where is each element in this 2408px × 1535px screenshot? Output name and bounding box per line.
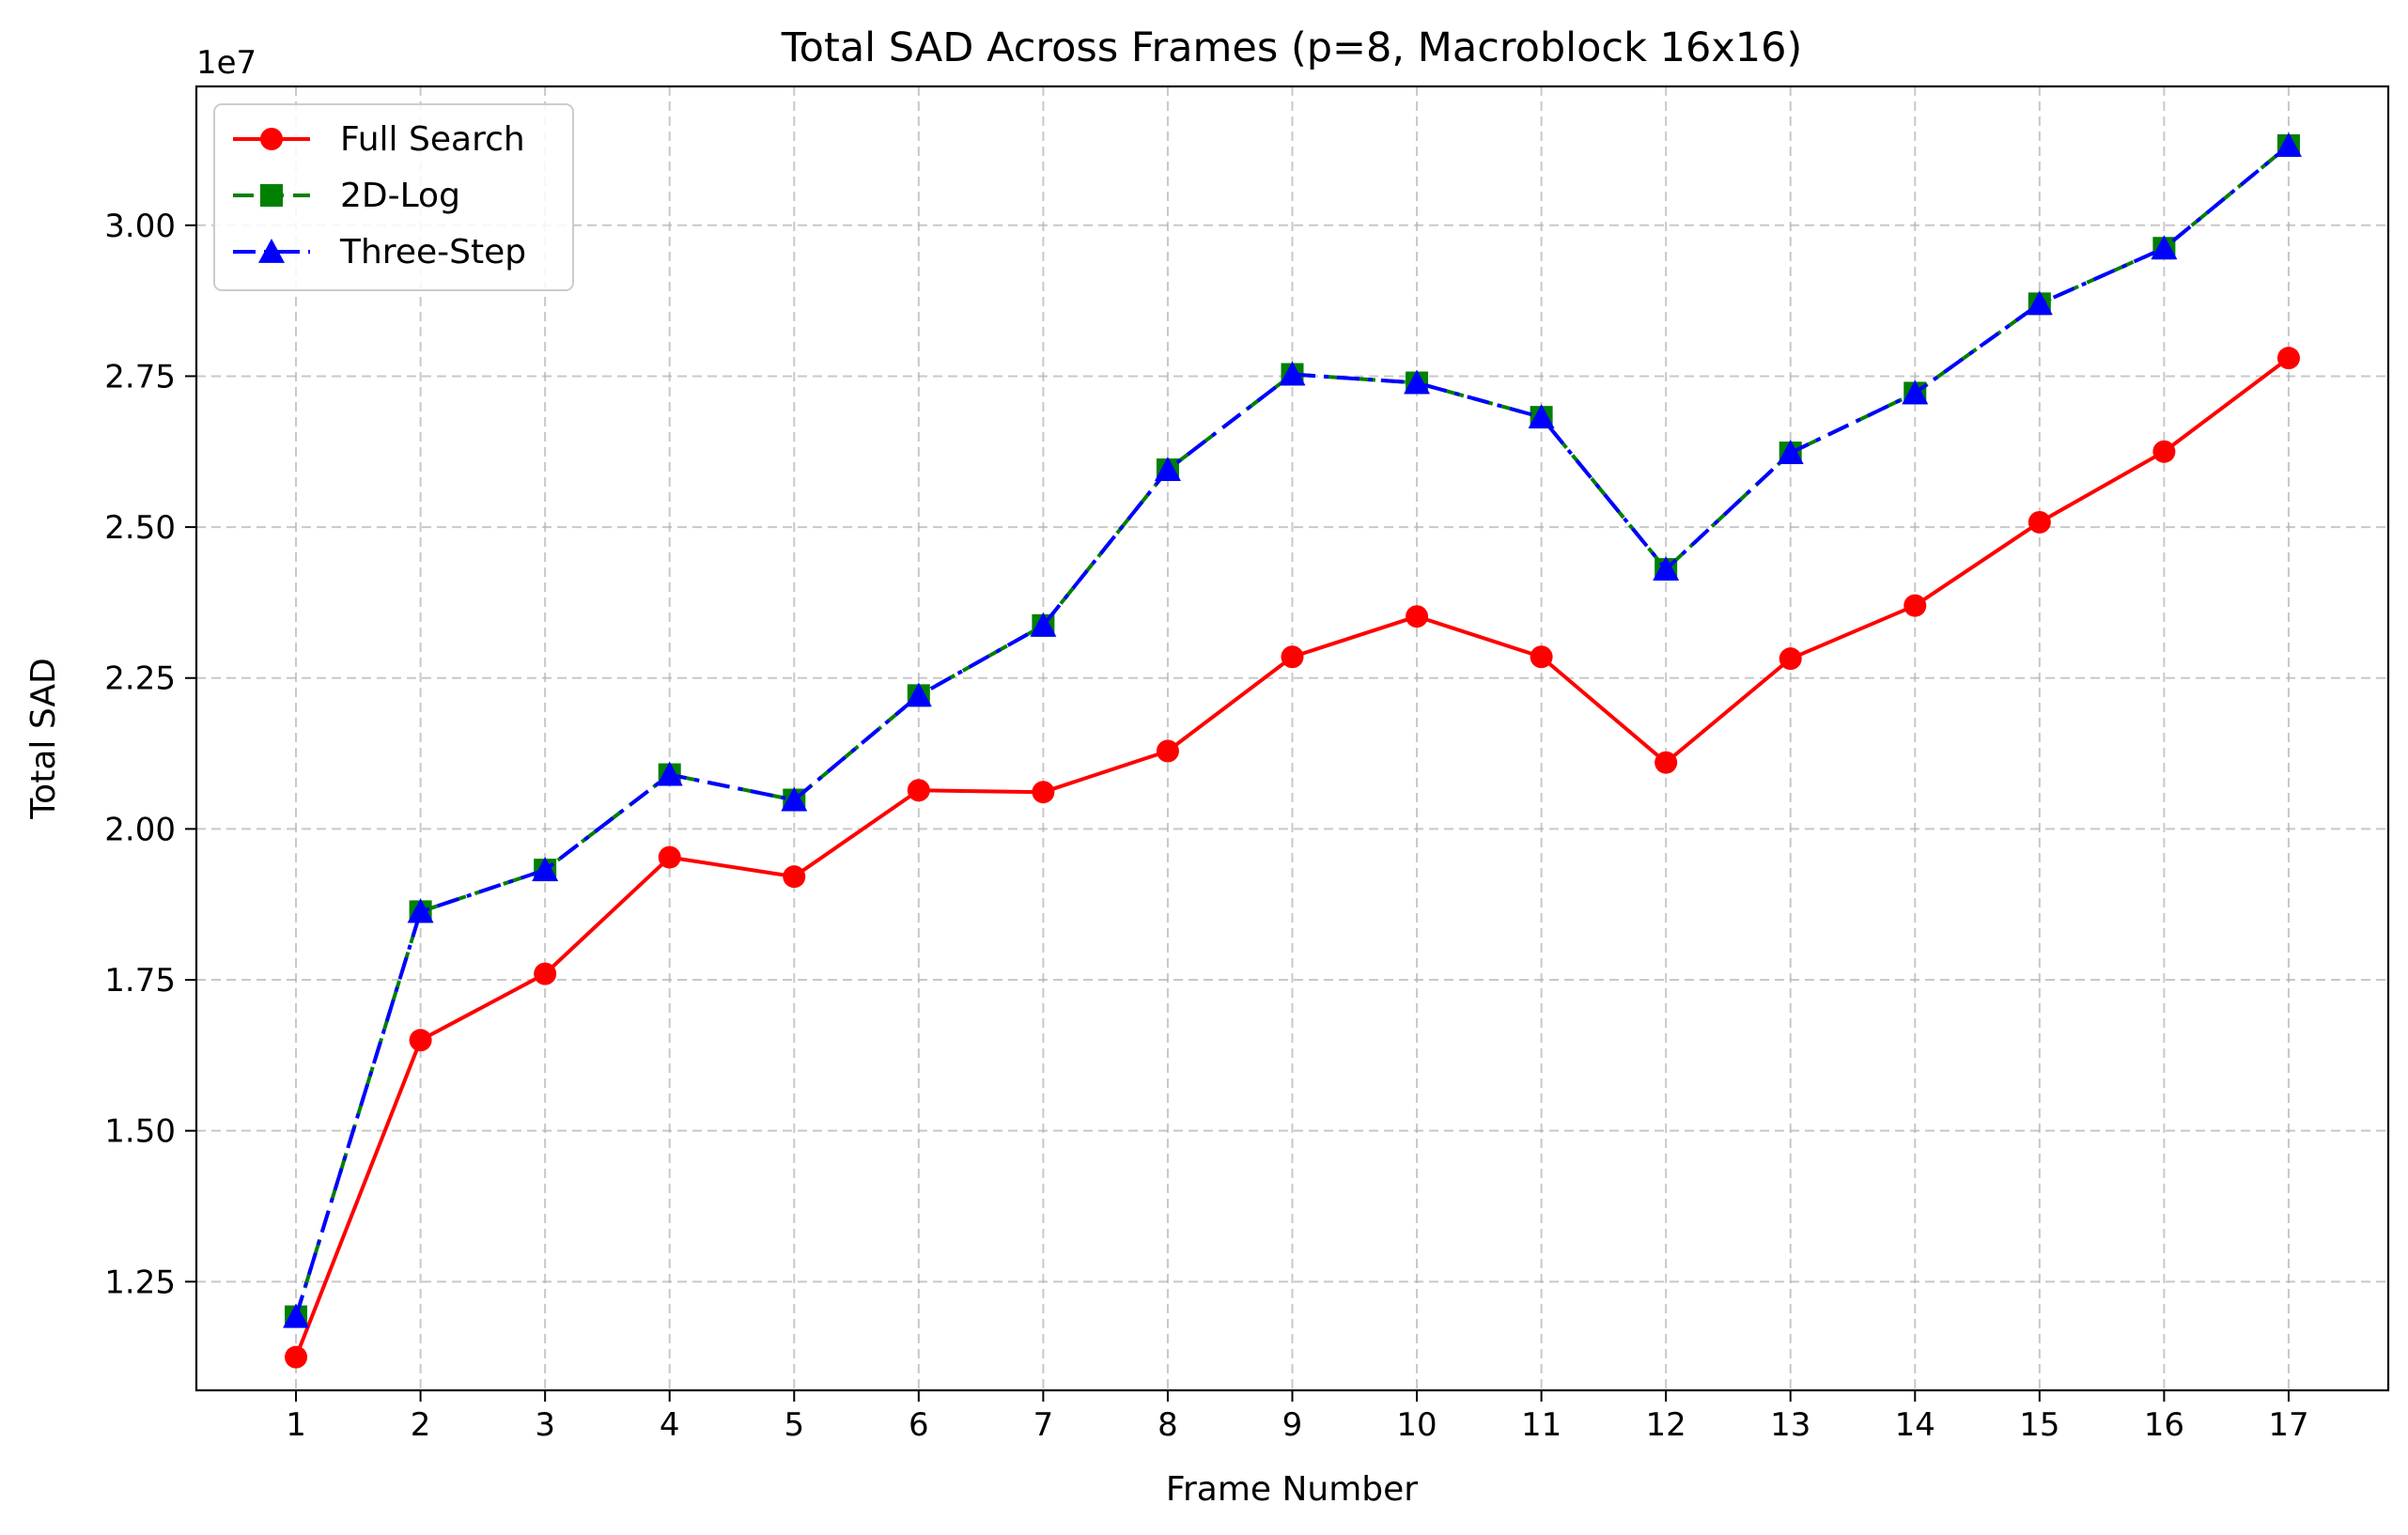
data-point — [532, 857, 559, 881]
data-point — [1528, 404, 1555, 429]
data-point — [2276, 347, 2300, 370]
data-point — [1530, 645, 1553, 669]
data-point — [2027, 510, 2051, 534]
x-tick-label: 4 — [660, 1406, 680, 1444]
legend-entry: Three-Step — [233, 233, 526, 271]
data-point — [1404, 369, 1431, 395]
data-point — [1902, 380, 1929, 405]
data-point — [1279, 361, 1306, 386]
data-point — [285, 1345, 308, 1369]
x-tick-label: 2 — [411, 1406, 431, 1444]
data-point — [1032, 781, 1055, 804]
series-full-search — [285, 347, 2300, 1369]
y-axis-offset-text: 1e7 — [196, 44, 256, 82]
data-point — [1779, 647, 1802, 671]
legend-marker — [260, 128, 283, 150]
y-tick-label: 2.50 — [104, 509, 176, 547]
legend-frame — [213, 103, 574, 291]
x-tick-label: 8 — [1157, 1406, 1178, 1444]
data-point — [783, 865, 806, 889]
series-line — [294, 144, 2291, 1318]
chart-title: Total SAD Across Frames (p=8, Macroblock… — [781, 24, 1803, 71]
data-point — [1281, 645, 1304, 669]
data-point — [283, 1303, 310, 1328]
y-axis-label: Total SAD — [24, 658, 63, 819]
data-point — [1655, 751, 1678, 774]
series-layer — [283, 132, 2302, 1369]
x-tick-label: 7 — [1033, 1406, 1054, 1444]
y-tick-label: 1.25 — [104, 1264, 176, 1301]
x-tick-label: 12 — [1646, 1406, 1686, 1444]
x-tick-label: 17 — [2268, 1406, 2308, 1444]
y-tick-label: 2.00 — [104, 811, 176, 848]
series-three-step — [283, 132, 2302, 1328]
x-tick-label: 1 — [286, 1406, 306, 1444]
x-tick-label: 15 — [2019, 1406, 2059, 1444]
grid — [196, 86, 2388, 1390]
x-tick-label: 3 — [535, 1406, 555, 1444]
x-tick-label: 11 — [1521, 1406, 1561, 1444]
data-point — [656, 761, 683, 786]
data-point — [1154, 457, 1181, 481]
data-point — [1406, 605, 1429, 628]
data-point — [407, 898, 434, 923]
data-point — [781, 786, 808, 812]
legend-label: Three-Step — [339, 233, 526, 271]
data-point — [1777, 440, 1804, 464]
data-point — [907, 779, 930, 802]
x-tick-label: 13 — [1770, 1406, 1810, 1444]
y-tick-label: 1.50 — [104, 1113, 176, 1151]
data-point — [409, 1029, 432, 1052]
x-tick-label: 16 — [2144, 1406, 2184, 1444]
data-point — [1653, 556, 1680, 581]
data-point — [2151, 235, 2178, 260]
y-tick-label: 3.00 — [104, 208, 176, 245]
data-point — [534, 962, 557, 985]
data-point — [658, 845, 681, 869]
x-tick-label: 9 — [1282, 1406, 1303, 1444]
legend-label: 2D-Log — [340, 177, 460, 215]
x-axis-label: Frame Number — [1166, 1470, 1418, 1509]
data-point — [1030, 612, 1057, 637]
data-point — [1156, 739, 1179, 763]
data-point — [2152, 440, 2176, 463]
y-tick-label: 2.75 — [104, 358, 176, 395]
data-point — [2275, 132, 2302, 157]
x-tick-label: 10 — [1396, 1406, 1437, 1444]
legend-marker — [258, 239, 285, 263]
data-point — [2026, 290, 2053, 316]
x-tick-label: 5 — [784, 1406, 804, 1444]
legend-entry: Full Search — [233, 120, 525, 159]
legend-label: Full Search — [340, 120, 525, 159]
legend-marker — [260, 184, 283, 207]
y-tick-label: 2.25 — [104, 660, 176, 698]
legend: Full Search 2D-Log Three-Step — [213, 103, 574, 291]
data-point — [1903, 594, 1927, 617]
y-tick-label: 1.75 — [104, 962, 176, 1000]
ticks: 1 2 3 4 5 6 7 8 9 10 11 12 13 14 15 16 171.251.501.752.0… — [104, 208, 2308, 1444]
x-tick-label: 6 — [909, 1406, 929, 1444]
legend-entry: 2D-Log — [233, 177, 460, 215]
x-tick-label: 14 — [1895, 1406, 1935, 1444]
data-point — [905, 682, 932, 707]
